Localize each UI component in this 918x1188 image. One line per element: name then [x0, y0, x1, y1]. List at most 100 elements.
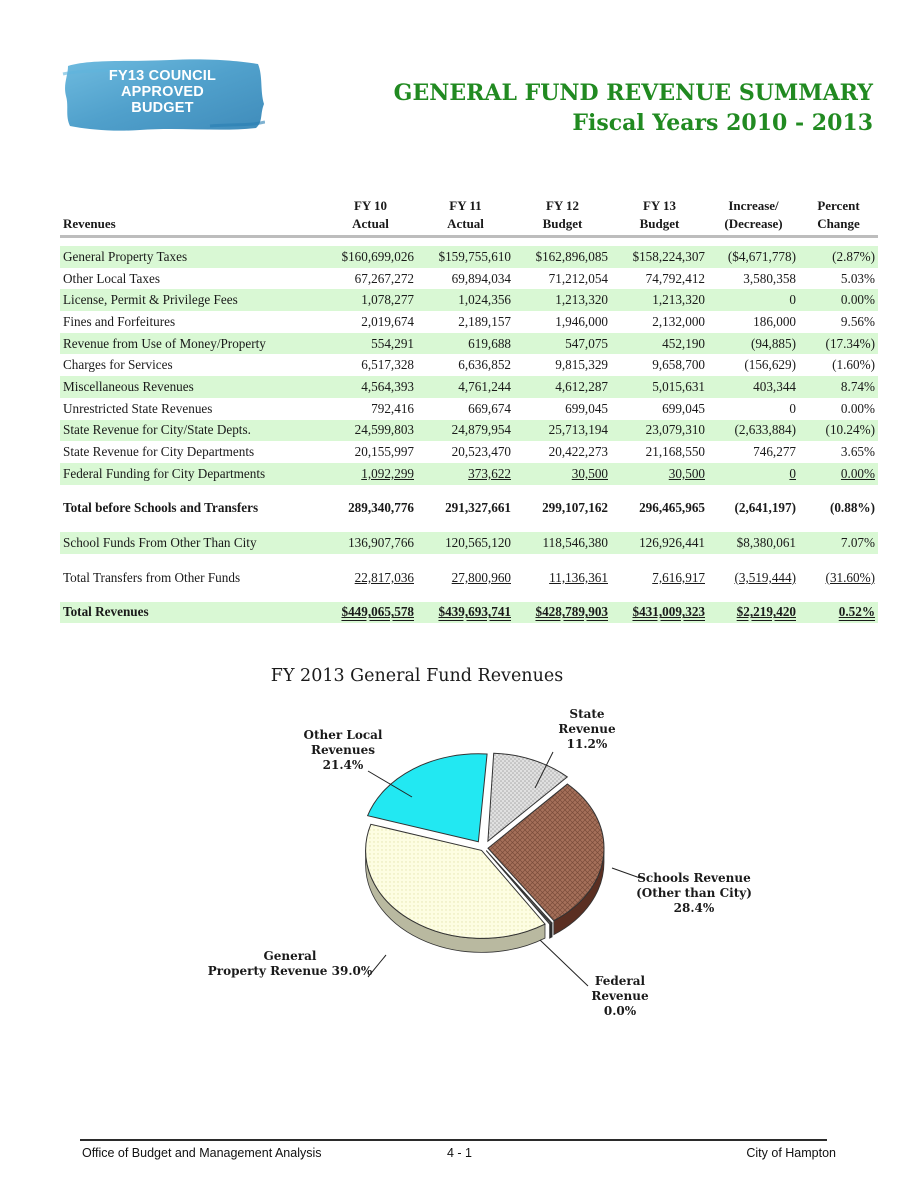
table-row: Miscellaneous Revenues 4,564,393 4,761,2…	[60, 376, 878, 398]
cell-change: 186,000	[753, 313, 796, 329]
cell-fy10: 20,155,997	[354, 444, 414, 460]
cell-change: (156,629)	[744, 357, 796, 373]
cell-fy10: 2,019,674	[361, 313, 414, 329]
cell-change: 0	[789, 465, 796, 481]
cell-fy10: 1,078,277	[324, 289, 417, 312]
cell-fy11: 1,024,356	[417, 289, 514, 312]
cell-fy11: 24,879,954	[417, 419, 514, 442]
row-label: Federal Funding for City Departments	[60, 462, 324, 485]
cell-change: 0	[789, 400, 796, 416]
cell-change: 403,344	[708, 376, 799, 398]
cell-fy13: 21,168,550	[645, 444, 705, 460]
schools-revenue-slice	[487, 783, 605, 922]
header-actual-fy10: Actual	[324, 214, 417, 238]
cell-pct: 8.74%	[799, 376, 878, 398]
cell-fy12: 4,612,287	[514, 376, 611, 398]
cell-fy12: 30,500	[571, 465, 608, 481]
cell-pct: 3.65%	[840, 444, 875, 460]
row-label: Fines and Forfeitures	[63, 313, 176, 329]
watercolor-badge-shape	[62, 59, 265, 131]
cell-fy13: $158,224,307	[611, 246, 708, 268]
cell-fy12: 25,713,194	[514, 419, 611, 442]
cell-fy12: 11,136,361	[549, 569, 608, 585]
cell-change: (3,519,444)	[734, 569, 796, 585]
cell-fy11: 669,674	[468, 400, 511, 416]
cell-fy13: 30,500	[668, 465, 705, 481]
cell-fy10: 136,907,766	[324, 532, 417, 554]
table-row: Fines and Forfeitures 2,019,674 2,189,15…	[60, 311, 878, 333]
cell-pct: 0.00%	[840, 465, 875, 481]
cell-change: $2,219,420	[736, 604, 796, 620]
footer-divider	[80, 1139, 827, 1141]
cell-fy13: 5,015,631	[611, 376, 708, 398]
revenue-summary-table: FY 10 FY 11 FY 12 FY 13 Increase/ Percen…	[60, 196, 878, 624]
cell-fy12: 20,422,273	[548, 444, 608, 460]
header-increase: Increase/	[728, 198, 779, 213]
cell-fy10: $160,699,026	[324, 246, 417, 268]
table-row: General Property Taxes $160,699,026 $159…	[60, 246, 878, 268]
cell-fy12: 1,946,000	[555, 313, 608, 329]
title-line-1: GENERAL FUND REVENUE SUMMARY	[393, 80, 873, 106]
table-row: State Revenue for City Departments 20,15…	[60, 441, 878, 463]
transfers-row: Total Transfers from Other Funds 22,817,…	[60, 567, 878, 589]
general-property-revenue-slice	[365, 823, 546, 939]
cell-pct: (0.88%)	[829, 500, 875, 516]
cell-fy13: 452,190	[611, 332, 708, 355]
cell-fy10: 24,599,803	[324, 419, 417, 442]
header-fy12: FY 12	[545, 198, 580, 213]
cell-fy13: 7,616,917	[652, 569, 705, 585]
cell-change: 746,277	[753, 444, 796, 460]
cell-change: $8,380,061	[708, 532, 799, 554]
cell-fy11: 373,622	[468, 465, 511, 481]
header-fy10: FY 10	[353, 198, 388, 213]
other-local-revenue-leader-line	[367, 770, 413, 798]
row-label: Miscellaneous Revenues	[60, 376, 324, 398]
footer-city: City of Hampton	[746, 1146, 836, 1160]
schools-revenue-label: Schools Revenue (Other than City) 28.4%	[636, 871, 752, 915]
cell-fy12: 1,213,320	[514, 289, 611, 312]
badge-line-2: APPROVED	[121, 84, 204, 100]
header-actual-fy11: Actual	[417, 214, 514, 238]
footer-office: Office of Budget and Management Analysis	[82, 1146, 322, 1160]
row-label: School Funds From Other Than City	[60, 532, 324, 554]
federal-revenue-label: Federal Revenue 0.0%	[591, 974, 649, 1018]
cell-fy11: 27,800,960	[451, 569, 511, 585]
cell-fy13: $431,009,323	[632, 604, 705, 620]
schools-revenue-slice-side	[553, 848, 605, 936]
page-title: GENERAL FUND REVENUE SUMMARY Fiscal Year…	[394, 78, 873, 138]
cell-pct: 0.52%	[838, 604, 875, 620]
header-change: Change	[799, 214, 878, 238]
cell-fy11: 120,565,120	[417, 532, 514, 554]
cell-fy13: 2,132,000	[652, 313, 705, 329]
school-funds-row: School Funds From Other Than City 136,90…	[60, 532, 878, 554]
table-row: License, Permit & Privilege Fees 1,078,2…	[60, 289, 878, 312]
federal-revenue-slice	[485, 850, 553, 925]
row-label: Total Transfers from Other Funds	[63, 569, 241, 585]
total-before-row: Total before Schools and Transfers 289,3…	[60, 498, 878, 520]
cell-change: 0	[708, 289, 799, 312]
state-revenue-label: State Revenue 11.2%	[558, 707, 616, 751]
header-fy13: FY 13	[642, 198, 677, 213]
cell-pct: (17.34%)	[799, 332, 878, 355]
chart-title: FY 2013 General Fund Revenues	[270, 666, 564, 686]
cell-fy12: $162,896,085	[514, 246, 611, 268]
cell-fy10: 289,340,776	[348, 500, 414, 516]
title-line-2: Fiscal Years 2010 - 2013	[572, 110, 873, 136]
cell-fy10: 554,291	[324, 332, 417, 355]
cell-fy13: 9,658,700	[652, 357, 705, 373]
cell-fy12: 299,107,162	[542, 500, 608, 516]
header-budget-fy13: Budget	[611, 214, 708, 238]
cell-change: ($4,671,778)	[708, 246, 799, 268]
cell-fy13: 126,926,441	[611, 532, 708, 554]
row-label: Other Local Taxes	[63, 270, 160, 286]
schools-revenue-leader-line	[611, 867, 641, 879]
cell-pct: (1.60%)	[832, 357, 875, 373]
cell-fy11: 69,894,034	[451, 270, 511, 286]
cell-fy11: 4,761,244	[417, 376, 514, 398]
cell-fy10: 792,416	[371, 400, 414, 416]
table-row: Charges for Services 6,517,328 6,636,852…	[60, 354, 878, 376]
table-row: Revenue from Use of Money/Property 554,2…	[60, 332, 878, 355]
cell-fy12: 547,075	[514, 332, 611, 355]
cell-fy10: 4,564,393	[324, 376, 417, 398]
cell-change: (2,641,197)	[734, 500, 796, 516]
